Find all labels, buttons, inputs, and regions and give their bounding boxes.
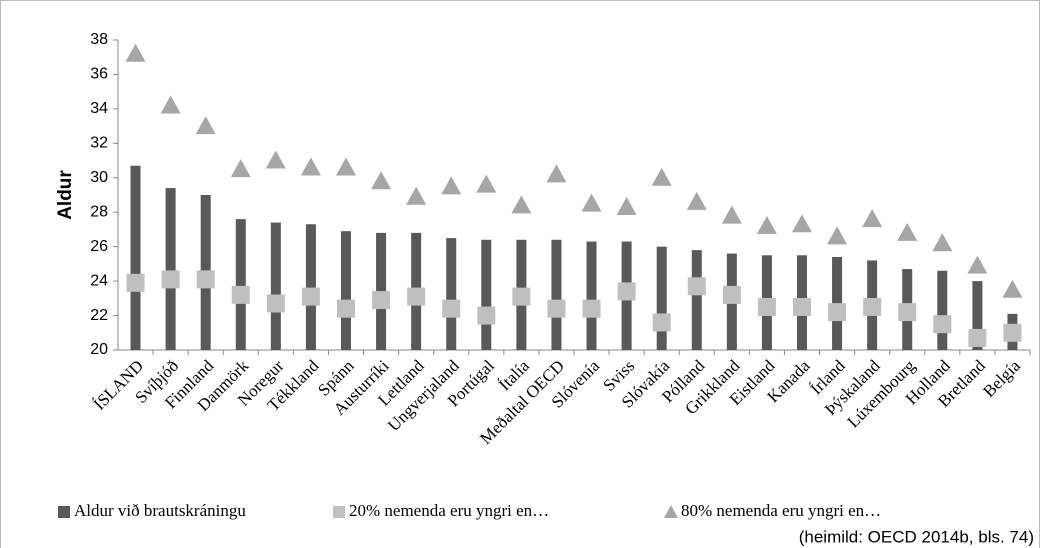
square-marker <box>512 287 531 306</box>
square-marker <box>617 282 636 301</box>
bar <box>972 281 983 350</box>
square-marker <box>863 297 882 316</box>
legend-label: 80% nemenda eru yngri en… <box>681 501 881 520</box>
y-tick-label: 24 <box>90 272 108 289</box>
square-marker <box>547 299 566 318</box>
square-marker <box>161 270 180 289</box>
triangle-marker <box>371 171 392 190</box>
triangle-marker <box>721 205 742 224</box>
bar <box>130 165 141 350</box>
square-marker <box>477 306 496 325</box>
bar <box>305 224 316 350</box>
bar <box>341 231 351 350</box>
square-marker <box>968 328 987 347</box>
triangle-marker <box>300 157 321 176</box>
triangle-marker <box>1002 279 1023 298</box>
triangle-marker <box>230 159 251 178</box>
legend-marker <box>333 506 345 518</box>
bar <box>937 270 948 350</box>
square-marker <box>196 270 215 289</box>
triangle-marker <box>616 197 637 216</box>
bar <box>691 250 702 350</box>
y-tick-label: 36 <box>90 66 108 83</box>
bar <box>586 241 597 350</box>
triangle-marker <box>827 226 848 245</box>
bar <box>551 239 562 350</box>
square-marker <box>793 297 811 316</box>
triangle-marker <box>862 209 883 228</box>
square-marker <box>652 313 671 332</box>
legend-label: 20% nemenda eru yngri en… <box>349 501 549 520</box>
bar <box>481 239 492 350</box>
square-marker <box>933 315 952 334</box>
bar <box>656 246 667 350</box>
square-marker <box>337 299 355 318</box>
triangle-marker <box>581 193 602 212</box>
triangle-marker <box>160 95 181 114</box>
triangle-marker <box>125 43 146 62</box>
y-tick-label: 22 <box>90 307 108 324</box>
triangle-marker <box>792 214 812 233</box>
square-marker <box>407 287 426 306</box>
legend-label: Aldur við brautskráningu <box>74 501 246 520</box>
square-marker <box>372 291 391 310</box>
y-tick-label: 26 <box>90 238 108 255</box>
legend-marker <box>664 505 678 518</box>
bar <box>270 222 281 350</box>
square-marker <box>126 273 145 292</box>
x-tick-label: ÍSLAND <box>90 356 148 414</box>
square-marker <box>722 285 741 304</box>
square-marker <box>231 285 250 304</box>
y-tick-label: 30 <box>90 169 108 186</box>
triangle-marker <box>511 195 532 214</box>
y-tick-label: 38 <box>90 31 108 48</box>
triangle-marker <box>336 157 356 176</box>
square-marker <box>687 277 706 296</box>
square-marker <box>442 299 461 318</box>
legend-marker <box>58 506 70 518</box>
square-marker <box>757 297 776 316</box>
triangle-marker <box>546 164 567 183</box>
square-marker <box>301 287 320 306</box>
x-tick-label: Belgía <box>979 356 1024 401</box>
source-note: (heimild: OECD 2014b, bls. 74) <box>799 527 1034 546</box>
square-marker <box>898 303 917 322</box>
square-marker <box>1003 323 1022 342</box>
y-tick-label: 32 <box>90 135 108 152</box>
triangle-marker <box>195 116 216 135</box>
triangle-marker <box>441 176 462 195</box>
triangle-marker <box>406 186 427 205</box>
square-marker <box>582 299 601 318</box>
bar <box>235 219 246 350</box>
triangle-marker <box>651 167 672 186</box>
y-tick-label: 34 <box>90 100 108 117</box>
triangle-marker <box>897 222 918 241</box>
triangle-marker <box>265 150 286 169</box>
triangle-marker <box>967 255 988 274</box>
triangle-marker <box>476 174 497 193</box>
square-marker <box>266 294 285 313</box>
y-tick-label: 20 <box>90 341 108 358</box>
y-axis-label: Aldur <box>55 170 76 220</box>
square-marker <box>828 303 847 322</box>
triangle-marker <box>756 216 777 234</box>
triangle-marker <box>932 233 953 252</box>
triangle-marker <box>686 191 707 210</box>
bar <box>446 238 457 350</box>
bar <box>165 188 176 350</box>
y-tick-label: 28 <box>90 203 108 220</box>
